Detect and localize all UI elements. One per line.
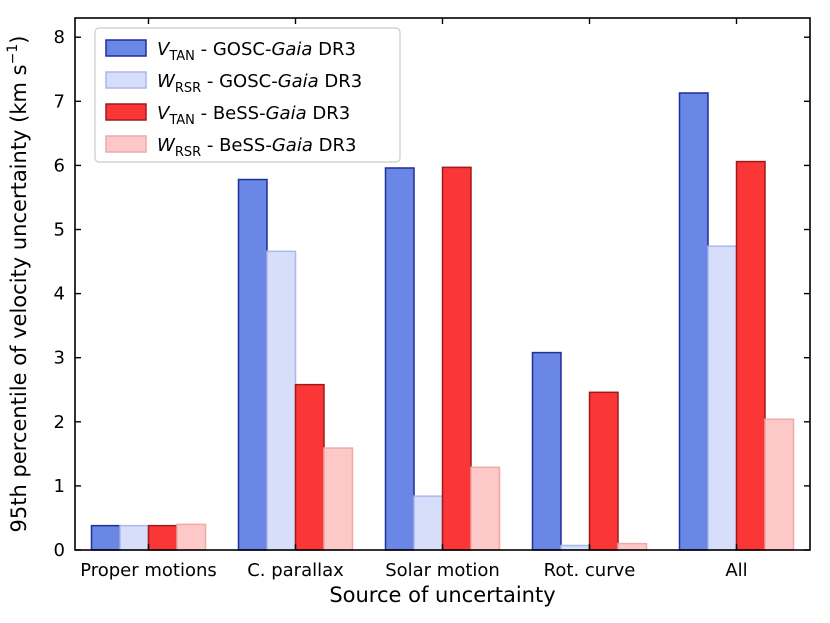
bar-s1-c4 — [707, 245, 738, 551]
legend-label-1: WRSR - GOSC-Gaia DR3 — [157, 71, 362, 96]
legend: VTAN - GOSC-Gaia DR3 WRSR - GOSC-Gaia DR3… — [94, 27, 401, 163]
x-tick-label: All — [725, 560, 747, 581]
y-tick-label: 2 — [54, 412, 65, 433]
bar-s0-c1 — [237, 178, 268, 551]
legend-label-0: VTAN - GOSC-Gaia DR3 — [157, 39, 356, 64]
y-axis-title-main: 95th percentile of velocity uncertainty … — [7, 64, 31, 532]
bar-s2-c3 — [588, 391, 619, 551]
y-tick-label: 5 — [54, 220, 65, 241]
y-tick-label: 1 — [54, 476, 65, 497]
legend-swatch-1 — [105, 71, 147, 89]
y-axis: 0 1 2 3 4 5 6 7 8 — [54, 27, 810, 561]
y-axis-title: 95th percentile of velocity uncertainty … — [5, 36, 31, 533]
x-axis-title: Source of uncertainty — [329, 583, 555, 607]
bar-s3-c2 — [470, 466, 501, 551]
y-tick-label: 6 — [54, 155, 65, 176]
bar-s2-c2 — [441, 166, 472, 551]
bar-s1-c0 — [119, 524, 150, 551]
bar-s0-c3 — [531, 351, 562, 551]
bar-s0-c2 — [384, 167, 415, 551]
x-tick-label: Rot. curve — [544, 560, 636, 581]
y-axis-title-sup: −1 — [5, 44, 21, 65]
y-tick-label: 0 — [54, 540, 65, 561]
x-axis: Proper motions C. parallax Solar motion Rot… — [80, 18, 748, 581]
bar-s3-c0 — [176, 523, 207, 551]
legend-label-2: VTAN - BeSS-Gaia DR3 — [157, 103, 350, 128]
bar-s3-c4 — [764, 418, 795, 551]
bars-group — [90, 92, 795, 551]
bar-s2-c0 — [147, 524, 178, 551]
y-tick-label: 3 — [54, 348, 65, 369]
y-tick-label: 7 — [54, 91, 65, 112]
bar-s3-c1 — [323, 447, 354, 551]
x-tick-label: C. parallax — [247, 560, 344, 581]
x-tick-label: Solar motion — [385, 560, 500, 581]
legend-label-3: WRSR - BeSS-Gaia DR3 — [157, 135, 356, 160]
x-tick-label: Proper motions — [80, 560, 217, 581]
y-tick-label: 8 — [54, 27, 65, 48]
bar-s3-c3 — [617, 542, 648, 551]
y-tick-label: 4 — [54, 284, 65, 305]
bar-s0-c4 — [678, 92, 709, 551]
legend-swatch-3 — [105, 135, 147, 153]
legend-swatch-2 — [105, 103, 147, 121]
legend-swatch-0 — [105, 39, 147, 57]
bar-s0-c0 — [90, 524, 121, 551]
y-axis-title-end: ) — [7, 36, 31, 44]
legend-box — [94, 27, 401, 163]
bar-s2-c4 — [735, 160, 766, 551]
bar-s2-c1 — [294, 383, 325, 551]
bar-s1-c1 — [266, 250, 297, 551]
bar-s1-c2 — [413, 495, 444, 551]
